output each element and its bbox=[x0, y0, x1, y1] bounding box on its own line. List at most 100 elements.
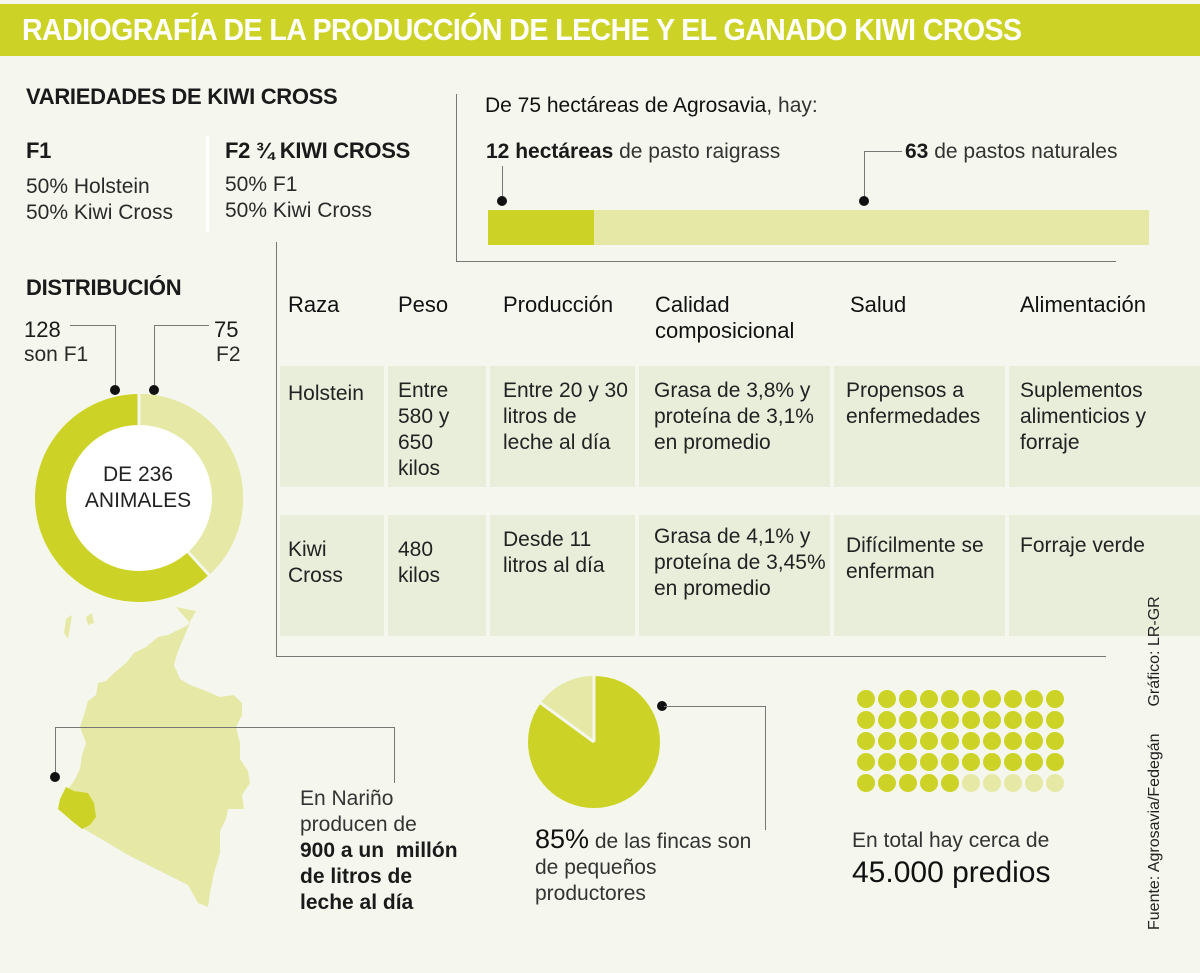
distribution-donut-chart bbox=[35, 393, 244, 602]
f1-leader-v bbox=[115, 325, 116, 387]
donut-center-label: DE 236 ANIMALES bbox=[60, 462, 216, 514]
dot-filled bbox=[962, 732, 980, 750]
hectares-intro-rest: , hay: bbox=[766, 94, 818, 117]
dot-filled bbox=[1025, 690, 1043, 708]
dot-empty bbox=[1025, 774, 1043, 792]
table-cell-peso: Entre 580 y 650 kilos bbox=[398, 379, 450, 480]
colombia-map bbox=[58, 607, 250, 907]
dot-filled bbox=[983, 690, 1001, 708]
f2-line1: 50% F1 bbox=[225, 173, 298, 196]
dot-filled bbox=[878, 774, 896, 792]
narino-leader-h bbox=[55, 727, 395, 728]
table-cell-peso: 480 kilos bbox=[398, 538, 441, 587]
dot-empty bbox=[983, 774, 1001, 792]
dot-filled bbox=[983, 711, 1001, 729]
raigrass-value: 12 hectáreas bbox=[486, 140, 614, 163]
dot-filled bbox=[1046, 711, 1064, 729]
table-cell-salud: Difícilmente se enferman bbox=[846, 534, 984, 583]
f2-count-label: F2 bbox=[216, 343, 241, 366]
page-title: RADIOGRAFÍA DE LA PRODUCCIÓN DE LECHE Y … bbox=[22, 12, 1022, 47]
table-cell-calidad: Grasa de 3,8% y proteína de 3,1% en prom… bbox=[654, 379, 814, 454]
table-cell-calidad: Grasa de 4,1% y proteína de 3,45% en pro… bbox=[654, 525, 826, 600]
dot-filled bbox=[857, 753, 875, 771]
f2-line2: 50% Kiwi Cross bbox=[225, 199, 373, 222]
f1-line1: 50% Holstein bbox=[26, 175, 150, 198]
narino-marker-dot bbox=[50, 772, 60, 782]
credits-source: Fuente: Agrosavia/Fedegán bbox=[1146, 733, 1163, 930]
dot-filled bbox=[1046, 690, 1064, 708]
farms-pie-other-segment bbox=[540, 676, 594, 742]
credits-graphic: Gráfico: LR-GR bbox=[1146, 596, 1163, 707]
table-cell-produccion: Desde 11 litros al día bbox=[503, 528, 605, 577]
hectares-frame-left bbox=[456, 94, 457, 262]
table-header-raza: Raza bbox=[288, 292, 340, 317]
f2-label: F2 ¾ KIWI CROSS bbox=[225, 138, 410, 163]
dot-filled bbox=[899, 774, 917, 792]
narino-bold2: de litros de bbox=[300, 865, 413, 888]
farms-pie-chart bbox=[528, 675, 660, 808]
table-header-salud: Salud bbox=[850, 292, 907, 317]
raigrass-label: 12 hectáreas de pasto raigrass bbox=[486, 140, 780, 164]
hectares-intro-main: De 75 hectáreas de Agrosavia bbox=[485, 94, 767, 117]
narino-bold1: 900 a un millón bbox=[300, 839, 458, 862]
dot-filled bbox=[899, 690, 917, 708]
dot-filled bbox=[920, 711, 938, 729]
san-andres-island bbox=[64, 615, 72, 639]
dot-filled bbox=[1046, 753, 1064, 771]
dot-filled bbox=[941, 732, 959, 750]
table-cell-alimentacion: Forraje verde bbox=[1020, 534, 1145, 557]
f1-line2: 50% Kiwi Cross bbox=[26, 201, 174, 224]
dot-filled bbox=[983, 753, 1001, 771]
table-cell-salud: Propensos a enfermedades bbox=[846, 379, 981, 428]
table-header-alimentacion: Alimentación bbox=[1020, 292, 1146, 317]
predios-line1: En total hay cerca de bbox=[852, 829, 1050, 852]
raigrass-text: de pasto raigrass bbox=[613, 140, 781, 163]
table-header-calidad: Calidad composicional bbox=[655, 292, 795, 343]
narino-leader-v2 bbox=[394, 727, 395, 783]
f2-leader-h bbox=[154, 325, 209, 326]
farms-rest2: de pequeños bbox=[535, 856, 657, 879]
natural-leader-v bbox=[864, 151, 865, 197]
dot-filled bbox=[857, 690, 875, 708]
f2-marker-dot bbox=[149, 385, 159, 395]
predios-dot-grid bbox=[857, 690, 1064, 792]
table-header-peso: Peso bbox=[398, 292, 449, 317]
dot-filled bbox=[1025, 732, 1043, 750]
col-sep-2 bbox=[486, 286, 490, 636]
farms-pct: 85% bbox=[535, 824, 590, 854]
f1-count-label: son F1 bbox=[24, 343, 89, 366]
col-sep-5 bbox=[1005, 286, 1009, 636]
varieties-heading: VARIEDADES DE KIWI CROSS bbox=[26, 84, 338, 109]
raigrass-leader bbox=[502, 166, 503, 198]
raigrass-bar-segment bbox=[488, 210, 594, 245]
dot-filled bbox=[1025, 711, 1043, 729]
f1-count: 128 bbox=[24, 317, 61, 342]
providencia-island bbox=[86, 613, 94, 625]
f1-leader-h bbox=[70, 325, 115, 326]
natural-label: 63 de pastos naturales bbox=[905, 140, 1117, 164]
distribution-heading: DISTRIBUCIÓN bbox=[26, 275, 182, 300]
f1-label: F1 bbox=[26, 138, 52, 163]
dot-filled bbox=[857, 711, 875, 729]
dot-filled bbox=[1025, 753, 1043, 771]
table-cell-alimentacion: Suplementos alimenticios y forraje bbox=[1020, 379, 1147, 454]
table-header-produccion: Producción bbox=[503, 292, 614, 317]
dot-filled bbox=[920, 732, 938, 750]
dot-filled bbox=[962, 753, 980, 771]
dot-filled bbox=[857, 774, 875, 792]
dot-filled bbox=[941, 753, 959, 771]
table-frame-bottom bbox=[276, 656, 1106, 657]
narino-caption: En Nariño producen de 900 a un millón de… bbox=[300, 786, 458, 916]
farms-rest1: de las fincas son bbox=[589, 830, 752, 853]
farms-rest3: productores bbox=[535, 882, 646, 905]
col-sep-1 bbox=[384, 286, 388, 636]
credits: Fuente: Agrosavia/Fedegán Gráfico: LR-GR bbox=[1146, 596, 1164, 930]
dot-filled bbox=[1004, 753, 1022, 771]
farms-marker-dot bbox=[657, 701, 667, 711]
table-cell-produccion: Entre 20 y 30 litros de leche al día bbox=[503, 379, 628, 454]
col-sep-3 bbox=[635, 286, 639, 636]
hectares-frame-bottom bbox=[456, 261, 1116, 262]
dot-filled bbox=[920, 774, 938, 792]
dot-filled bbox=[920, 690, 938, 708]
farms-leader-h bbox=[664, 706, 766, 707]
